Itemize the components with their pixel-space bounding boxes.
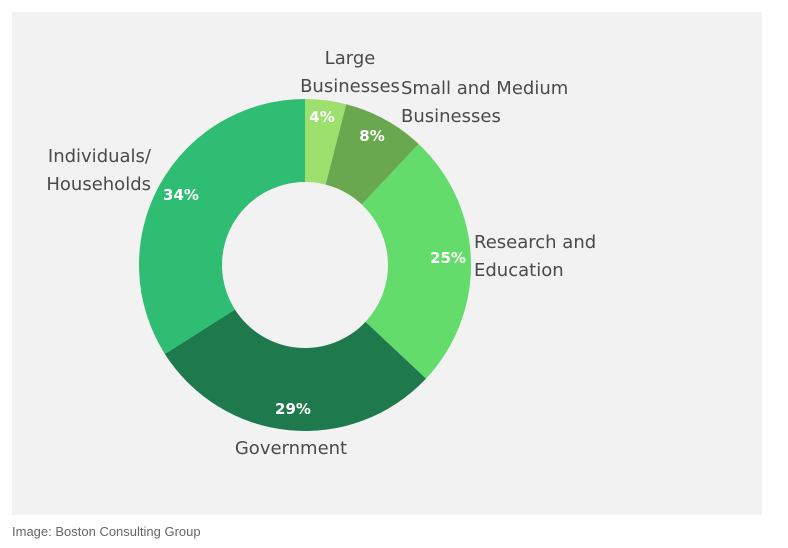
donut-slice-3 xyxy=(164,309,427,431)
category-label-line: Businesses xyxy=(300,76,400,97)
category-label-0: Large Businesses xyxy=(300,48,400,97)
chart-frame: 4% 8% 25% 29% 34% Large Businesses Small and M… xyxy=(12,12,762,515)
value-labels-group: 4% 8% 25% 29% 34% xyxy=(163,108,466,418)
category-label-line: Education xyxy=(474,260,564,281)
category-label-line: Research and xyxy=(474,232,596,253)
slice-value-label-2: 25% xyxy=(430,249,466,267)
slice-value-label-3: 29% xyxy=(275,400,311,418)
category-label-line: Businesses xyxy=(401,106,501,127)
image-credit-caption: Image: Boston Consulting Group xyxy=(12,524,201,539)
donut-slice-4 xyxy=(139,98,305,354)
donut-slice-1 xyxy=(325,104,419,205)
slice-value-label-0: 4% xyxy=(309,108,334,126)
slice-value-label-1: 8% xyxy=(359,127,384,145)
category-label-3: Government xyxy=(235,438,347,459)
slices-group xyxy=(139,98,472,431)
category-label-4: Individuals/Households xyxy=(46,146,152,195)
category-label-line: Small and Medium xyxy=(401,78,568,99)
donut-slice-0 xyxy=(305,99,347,185)
category-label-1: Small and Medium Businesses xyxy=(401,78,568,127)
category-label-line: Government xyxy=(235,438,347,459)
category-labels-group: Large Businesses Small and Medium Businesse… xyxy=(46,48,596,459)
category-label-line: Individuals/ xyxy=(48,146,152,167)
category-label-line: Large xyxy=(325,48,376,69)
donut-slice-2 xyxy=(361,143,472,379)
slice-value-label-4: 34% xyxy=(163,186,199,204)
category-label-2: Research and Education xyxy=(474,232,596,281)
donut-chart: 4%8%25%29%34% Large Businesses Small and M… xyxy=(46,48,596,459)
category-label-line: Households xyxy=(46,174,151,195)
